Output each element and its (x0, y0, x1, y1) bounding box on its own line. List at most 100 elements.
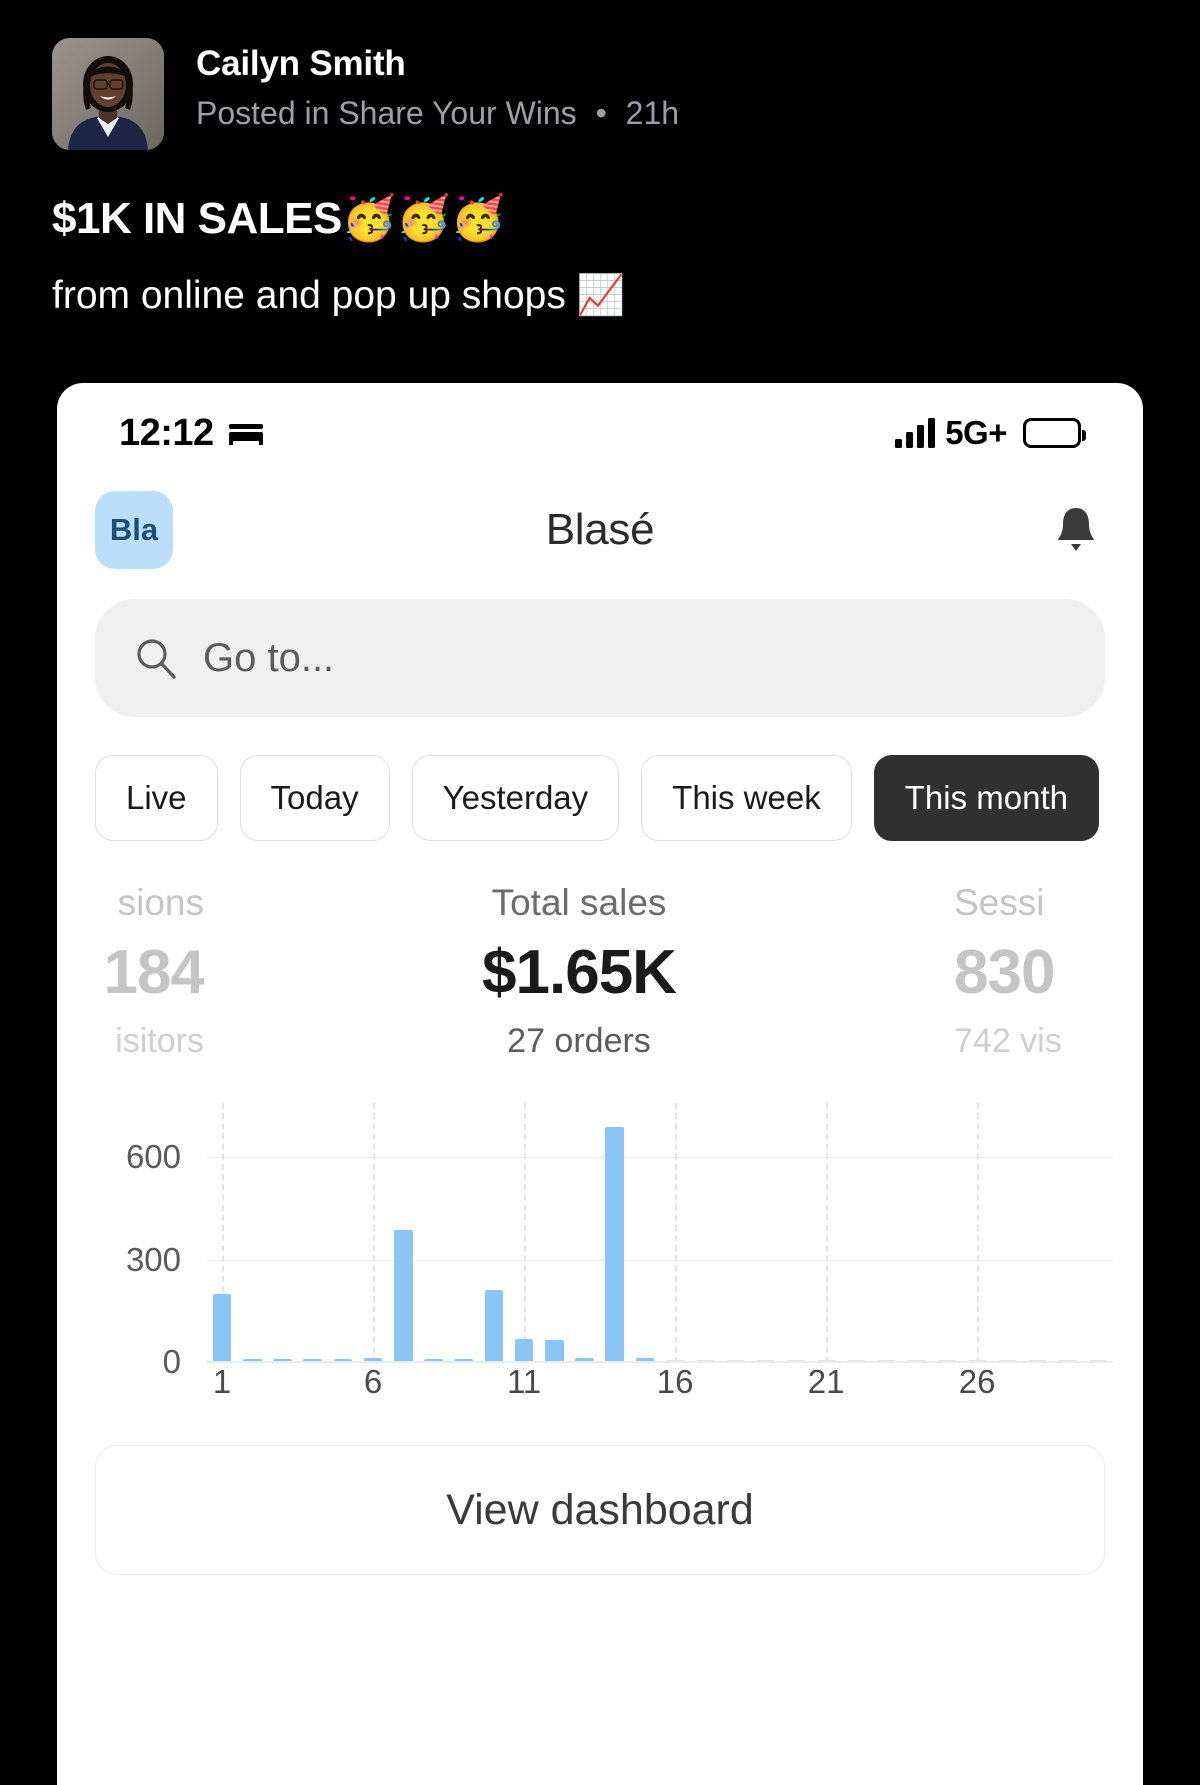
chart-bar-slot[interactable] (569, 1103, 599, 1364)
chart-bar-slot[interactable] (841, 1103, 871, 1364)
app-header: Bla Blasé (57, 465, 1143, 569)
chip-yesterday[interactable]: Yesterday (411, 755, 620, 841)
status-bar-right: 5G+ (895, 414, 1086, 452)
chart-bar-slot[interactable] (690, 1103, 720, 1364)
notifications-button[interactable] (1047, 501, 1105, 559)
chart-bar (333, 1358, 353, 1364)
chart-bar-slot[interactable] (660, 1103, 690, 1364)
post-body: from online and pop up shops 📈 (0, 244, 1200, 318)
chip-today[interactable]: Today (239, 755, 390, 841)
chart-x-tick-label: 16 (656, 1363, 694, 1401)
chip-this-week[interactable]: This week (641, 755, 852, 841)
post-body-text: from online and pop up shops (52, 274, 566, 317)
chart-bar-slot[interactable] (539, 1103, 569, 1364)
chart-y-tick-label: 600 (125, 1138, 181, 1176)
user-headshot-icon (52, 38, 164, 150)
chart-plot-area: 0 300 600 (126, 1103, 1113, 1380)
status-bar: 12:12 5G+ (57, 383, 1143, 465)
view-dashboard-button[interactable]: View dashboard (95, 1445, 1105, 1576)
chart-bar-slot[interactable] (237, 1103, 267, 1364)
chart-gridline: 600 (126, 1138, 1113, 1175)
bell-icon (1058, 508, 1094, 551)
store-avatar[interactable]: Bla (95, 491, 173, 569)
search-input[interactable]: Go to... (95, 599, 1105, 717)
chip-live[interactable]: Live (95, 755, 218, 841)
view-dashboard-label: View dashboard (446, 1485, 754, 1534)
avatar[interactable] (52, 38, 164, 150)
chart-bar (544, 1340, 564, 1364)
chart-bar-slot[interactable] (751, 1103, 781, 1364)
poster-meta: Cailyn Smith Posted in Share Your Wins •… (196, 38, 679, 135)
chart-bar-slot[interactable] (479, 1103, 509, 1364)
chip-label: Yesterday (442, 779, 589, 816)
bed-icon (228, 424, 263, 445)
sales-bar-chart: 0 300 600 1 6 11 16 21 26 (57, 1103, 1143, 1403)
chart-bar-slot[interactable] (207, 1103, 237, 1364)
metric-card-total-sales[interactable]: Total sales $1.65K 27 orders (204, 881, 954, 1061)
chart-bar-slot[interactable] (1083, 1103, 1113, 1364)
metric-label: Total sales (491, 882, 667, 923)
post-timestamp: 21h (625, 94, 680, 131)
chart-bar (393, 1229, 413, 1364)
chart-bars (207, 1103, 1113, 1364)
chart-bar-slot[interactable] (449, 1103, 479, 1364)
chart-x-tick-label: 26 (958, 1363, 996, 1401)
search-placeholder: Go to... (203, 635, 335, 680)
chart-bar-slot[interactable] (388, 1103, 418, 1364)
chart-bar-slot[interactable] (902, 1103, 932, 1364)
metric-value: 184 (103, 938, 204, 1008)
metrics-carousel[interactable]: sions 184 isitors Total sales $1.65K 27 … (57, 881, 1143, 1061)
chart-bar-slot[interactable] (1022, 1103, 1052, 1364)
chart-bar (303, 1358, 323, 1364)
dashboard-section: View dashboard (57, 1403, 1143, 1576)
chart-bar-slot[interactable] (962, 1103, 992, 1364)
metric-card-sessions-next[interactable]: Sessi 830 742 vis (954, 881, 1129, 1061)
metric-label: Sessi (954, 882, 1045, 923)
store-avatar-label: Bla (109, 512, 159, 547)
metric-card-sessions-previous[interactable]: sions 184 isitors (57, 881, 204, 1061)
battery-icon (1023, 418, 1086, 448)
chart-bar-slot[interactable] (781, 1103, 811, 1364)
search-icon (137, 639, 176, 679)
chart-vertical-gridline (222, 1103, 225, 1364)
chart-bar-slot[interactable] (720, 1103, 750, 1364)
chart-bar (605, 1127, 625, 1364)
group-name[interactable]: Share Your Wins (338, 94, 577, 131)
chart-bar-slot[interactable] (992, 1103, 1022, 1364)
posted-in-prefix: Posted in (196, 94, 330, 131)
chart-bar-slot[interactable] (358, 1103, 388, 1364)
chart-bar-slot[interactable] (811, 1103, 841, 1364)
chart-bar-slot[interactable] (932, 1103, 962, 1364)
chart-vertical-gridline (826, 1103, 829, 1364)
chart-bar (484, 1289, 504, 1364)
chart-bar-slot[interactable] (509, 1103, 539, 1364)
chip-label: This month (904, 779, 1068, 816)
chart-bar-slot[interactable] (298, 1103, 328, 1364)
metric-sublabel: 742 vis (954, 1022, 1062, 1061)
chart-y-tick-label: 300 (125, 1240, 181, 1278)
chart-bar (454, 1358, 474, 1364)
post-header: Cailyn Smith Posted in Share Your Wins •… (0, 0, 1200, 150)
chart-bar-slot[interactable] (600, 1103, 630, 1364)
chart-bar-slot[interactable] (1053, 1103, 1083, 1364)
page-title: Blasé (545, 505, 655, 554)
metric-value: $1.65K (482, 938, 677, 1008)
chart-bar-slot[interactable] (630, 1103, 660, 1364)
phone-screenshot-card: 12:12 5G+ Bla Blasé (57, 383, 1143, 1785)
chart-bar-slot[interactable] (267, 1103, 297, 1364)
poster-name[interactable]: Cailyn Smith (196, 44, 406, 83)
chart-bar (242, 1358, 262, 1364)
chip-this-month[interactable]: This month (873, 755, 1099, 841)
chart-gridline: 300 (126, 1241, 1113, 1278)
chart-bar-slot[interactable] (328, 1103, 358, 1364)
chart-x-tick-label: 21 (807, 1363, 845, 1401)
status-time: 12:12 (119, 411, 214, 454)
chart-vertical-gridline (524, 1103, 527, 1364)
chart-bar-slot[interactable] (871, 1103, 901, 1364)
separator-dot: • (595, 94, 607, 131)
chart-bar-slot[interactable] (418, 1103, 448, 1364)
metric-sublabel: 27 orders (507, 1022, 651, 1061)
search-section: Go to... (57, 569, 1143, 717)
chart-x-axis-labels: 1 6 11 16 21 26 (207, 1363, 1113, 1407)
poster-subtitle: Posted in Share Your Wins • 21h (196, 92, 679, 135)
